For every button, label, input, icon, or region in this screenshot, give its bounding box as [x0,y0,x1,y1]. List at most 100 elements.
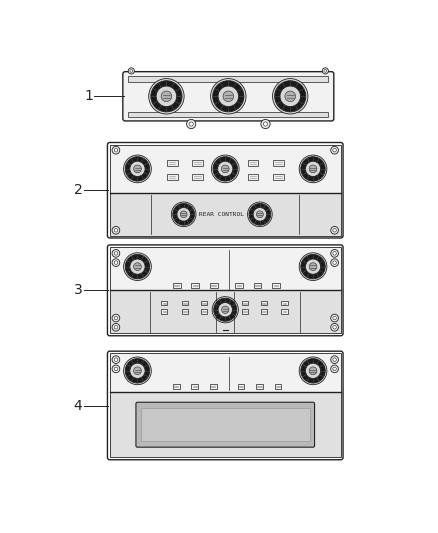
Circle shape [214,298,237,321]
Bar [201,309,207,313]
Circle shape [223,91,233,102]
Circle shape [151,80,182,112]
Bar [161,309,167,313]
Circle shape [212,155,239,183]
Bar [247,160,258,166]
Circle shape [275,80,306,112]
Bar [235,282,243,288]
Bar [191,384,198,389]
Circle shape [280,86,300,107]
Circle shape [305,259,321,274]
Circle shape [112,314,120,322]
Circle shape [173,204,194,225]
Bar [237,384,244,389]
FancyBboxPatch shape [136,402,314,447]
Bar [210,282,218,288]
Circle shape [124,357,151,385]
Circle shape [130,363,145,378]
Bar [272,282,280,288]
Bar [161,301,167,305]
Circle shape [189,122,193,126]
Circle shape [247,202,272,227]
Bar [110,145,341,193]
Bar [192,160,203,166]
Bar [141,408,310,441]
Bar [261,301,267,305]
Text: REAR CONTROL: REAR CONTROL [199,212,244,217]
Circle shape [125,359,150,383]
Circle shape [130,259,145,274]
Bar [273,174,284,180]
Circle shape [261,119,270,128]
Circle shape [221,165,229,173]
Bar [110,193,341,236]
Circle shape [130,161,145,176]
Circle shape [256,211,263,218]
Circle shape [272,78,308,114]
Bar [247,174,258,180]
Circle shape [333,261,336,264]
Circle shape [114,229,118,232]
Circle shape [114,149,118,152]
Circle shape [125,157,150,181]
Circle shape [333,358,336,361]
Circle shape [333,229,336,232]
Circle shape [128,68,134,74]
Circle shape [331,227,339,234]
Circle shape [299,253,327,280]
Circle shape [218,161,233,176]
Circle shape [112,356,120,364]
Circle shape [333,316,336,320]
Circle shape [331,147,339,154]
Circle shape [253,207,267,221]
Circle shape [301,359,325,383]
Bar [167,160,177,166]
Circle shape [213,80,244,112]
Circle shape [112,259,120,266]
Bar [128,76,328,82]
Circle shape [171,202,196,227]
Circle shape [211,78,246,114]
Bar [273,160,284,166]
Bar [110,247,341,290]
Circle shape [114,316,118,320]
Bar [167,174,177,180]
Bar [282,309,288,313]
Circle shape [180,211,187,218]
Bar [110,353,341,392]
Bar [110,392,341,457]
Circle shape [114,326,118,329]
Circle shape [130,69,133,72]
Bar [210,384,217,389]
Bar [275,384,282,389]
Circle shape [309,263,317,271]
Circle shape [249,204,271,225]
Circle shape [333,367,336,370]
Bar [261,309,267,313]
Bar [182,301,188,305]
Bar [192,174,203,180]
Circle shape [263,122,268,126]
Circle shape [309,367,317,375]
Circle shape [134,165,141,173]
Circle shape [161,91,172,102]
Bar [282,301,288,305]
Circle shape [212,297,238,323]
Circle shape [156,86,177,107]
Circle shape [114,261,118,264]
Circle shape [285,91,296,102]
Text: 3: 3 [74,284,82,297]
Circle shape [331,259,339,266]
Circle shape [134,367,141,375]
Text: 4: 4 [74,399,82,413]
Circle shape [112,227,120,234]
Circle shape [324,69,327,72]
Bar [242,301,248,305]
Bar [254,282,261,288]
Circle shape [331,324,339,331]
Circle shape [299,155,327,183]
Circle shape [305,363,321,378]
Circle shape [134,263,141,271]
Bar [201,301,207,305]
Circle shape [299,357,327,385]
